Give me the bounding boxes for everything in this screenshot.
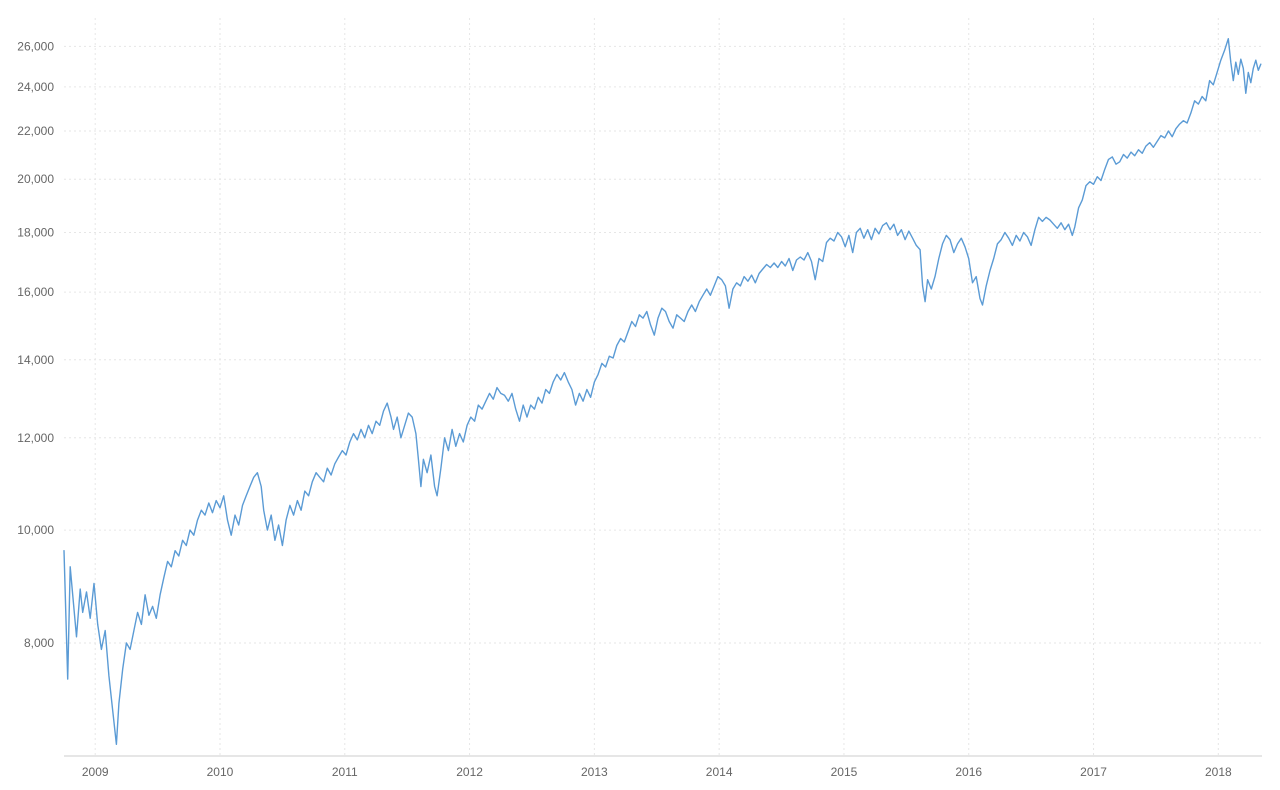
- x-tick-label: 2011: [332, 765, 358, 779]
- x-tick-label: 2009: [82, 765, 109, 779]
- x-tick-label: 2012: [456, 765, 483, 779]
- x-tick-label: 2018: [1205, 765, 1232, 779]
- x-tick-label: 2016: [955, 765, 982, 779]
- y-tick-label: 20,000: [17, 172, 54, 186]
- line-chart: 8,000 10,000 12,000 14,000 16,000 18,000 20,00…: [0, 0, 1280, 790]
- price-series: [64, 39, 1261, 745]
- y-tick-label: 12,000: [17, 431, 54, 445]
- y-tick-label: 10,000: [17, 523, 54, 537]
- x-tick-label: 2013: [581, 765, 608, 779]
- x-tick-label: 2015: [831, 765, 858, 779]
- x-tick-label: 2017: [1080, 765, 1107, 779]
- x-tick-label: 2010: [207, 765, 234, 779]
- y-tick-label: 26,000: [17, 39, 54, 53]
- y-tick-label: 18,000: [17, 226, 54, 240]
- y-tick-label: 16,000: [17, 285, 54, 299]
- x-tick-label: 2014: [706, 765, 733, 779]
- y-tick-label: 14,000: [17, 353, 54, 367]
- y-tick-label: 8,000: [24, 636, 54, 650]
- y-tick-label: 24,000: [17, 80, 54, 94]
- y-tick-label: 22,000: [17, 124, 54, 138]
